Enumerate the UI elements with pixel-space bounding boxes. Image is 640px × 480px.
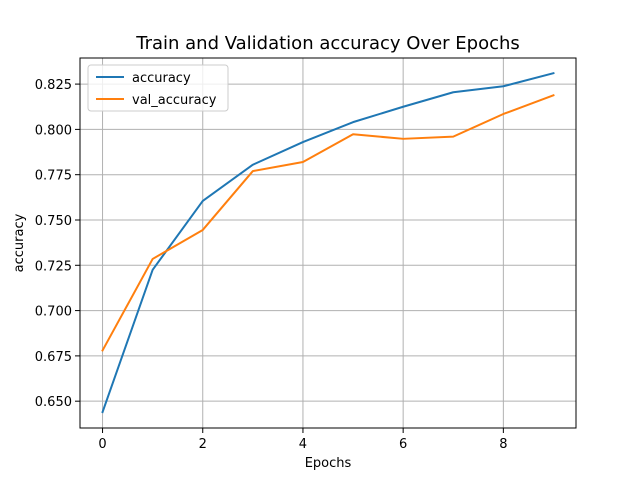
x-tick-label: 6 (399, 437, 407, 452)
x-tick-label: 4 (299, 437, 307, 452)
plot-frame (79, 57, 577, 429)
y-tick-label: 0.775 (35, 169, 72, 184)
y-tick-label: 0.700 (35, 305, 72, 320)
y-tick-label: 0.800 (35, 123, 72, 138)
series-line-val-accuracy (101, 94, 555, 352)
y-tick-label: 0.725 (35, 259, 72, 274)
x-axis: 0 2 4 6 8 (98, 428, 507, 452)
series-line-accuracy (101, 72, 555, 414)
y-tick-label: 0.825 (35, 78, 72, 93)
legend-label: val_accuracy (132, 93, 217, 108)
y-tick-label: 0.675 (35, 350, 72, 365)
x-tick-label: 0 (98, 437, 106, 452)
x-tick-label: 8 (499, 437, 507, 452)
x-axis-label: Epochs (305, 456, 352, 471)
legend-label: accuracy (132, 71, 191, 86)
chart-title: Train and Validation accuracy Over Epoch… (135, 33, 520, 54)
y-axis-label: accuracy (12, 213, 27, 272)
y-tick-label: 0.750 (35, 214, 72, 229)
legend: accuracy val_accuracy (87, 64, 229, 112)
grid (80, 58, 576, 428)
y-tick-label: 0.650 (35, 395, 72, 410)
series-lines (101, 72, 555, 414)
x-tick-label: 2 (199, 437, 207, 452)
y-axis: 0.650 0.675 0.700 0.725 0.750 0.775 0.800 0.825 (35, 78, 80, 410)
